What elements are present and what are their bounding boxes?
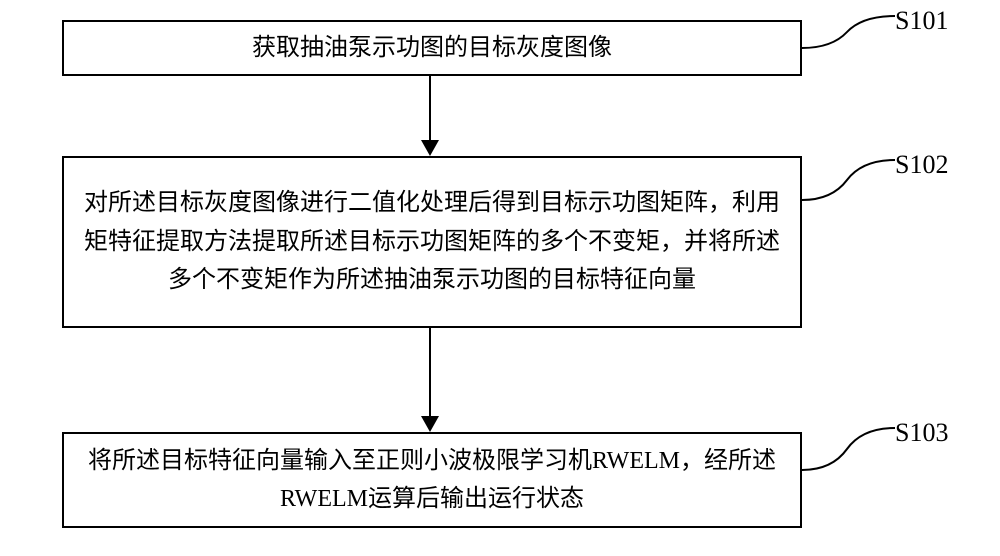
- step-s101-label: S101: [895, 6, 948, 36]
- step-s101-text: 获取抽油泵示功图的目标灰度图像: [252, 29, 612, 67]
- step-s102: 对所述目标灰度图像进行二值化处理后得到目标示功图矩阵，利用矩特征提取方法提取所述…: [62, 156, 802, 328]
- step-s102-text: 对所述目标灰度图像进行二值化处理后得到目标示功图矩阵，利用矩特征提取方法提取所述…: [84, 184, 780, 299]
- arrowhead-s101-s102: [421, 140, 439, 156]
- step-s103: 将所述目标特征向量输入至正则小波极限学习机RWELM，经所述RWELM运算后输出…: [62, 432, 802, 528]
- label-connector-s102: [802, 158, 897, 206]
- flowchart-container: 获取抽油泵示功图的目标灰度图像 S101 对所述目标灰度图像进行二值化处理后得到…: [0, 0, 1000, 556]
- step-s103-label: S103: [895, 418, 948, 448]
- step-s102-label: S102: [895, 150, 948, 180]
- arrow-s102-s103: [429, 328, 431, 417]
- arrowhead-s102-s103: [421, 416, 439, 432]
- label-connector-s103: [802, 426, 897, 476]
- step-s103-text: 将所述目标特征向量输入至正则小波极限学习机RWELM，经所述RWELM运算后输出…: [84, 442, 780, 519]
- arrow-s101-s102: [429, 76, 431, 141]
- label-connector-s101: [802, 14, 897, 54]
- step-s101: 获取抽油泵示功图的目标灰度图像: [62, 20, 802, 76]
